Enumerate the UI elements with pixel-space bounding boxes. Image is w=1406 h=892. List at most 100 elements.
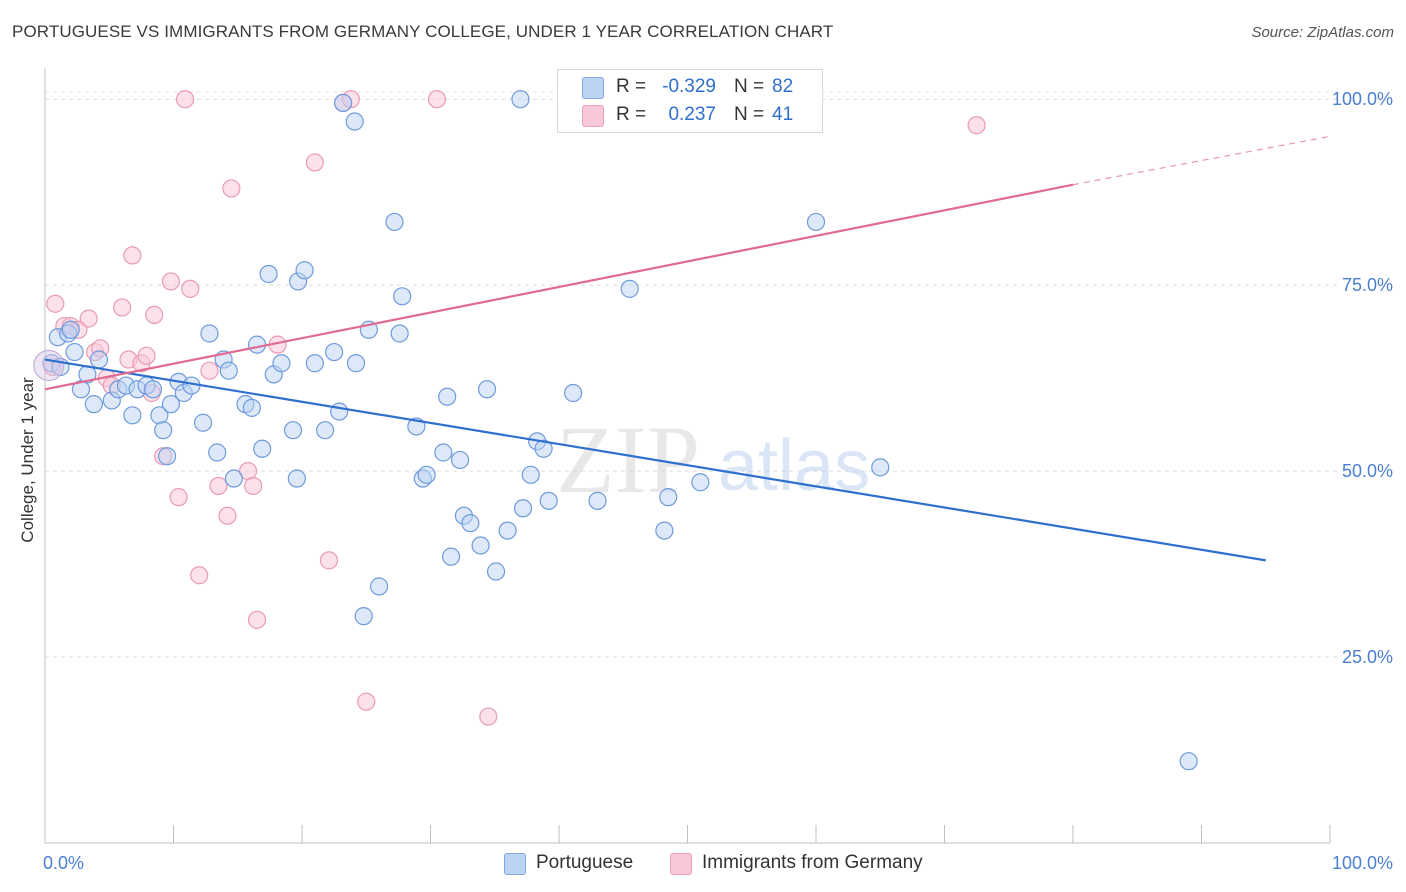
point-portuguese — [477, 380, 497, 399]
point-portuguese — [84, 395, 103, 414]
trend-line-germany-extension — [1072, 135, 1331, 186]
point-portuguese — [219, 361, 238, 380]
point-portuguese — [393, 287, 412, 306]
point-portuguese — [259, 264, 278, 284]
point-portuguese — [370, 577, 389, 596]
y-tick-label: 50.0% — [1342, 461, 1393, 481]
series-label-germany: Immigrants from Germany — [702, 852, 923, 873]
point-portuguese — [659, 488, 678, 507]
point-germany — [200, 361, 219, 380]
point-portuguese — [498, 521, 517, 540]
point-portuguese — [65, 342, 84, 362]
point-germany — [209, 476, 228, 496]
point-portuguese — [200, 324, 219, 343]
point-germany — [222, 179, 241, 198]
y-axis-label: College, Under 1 year — [18, 377, 37, 543]
point-portuguese — [287, 469, 306, 488]
point-cluster — [33, 349, 65, 381]
legend-r-label: R = — [616, 76, 647, 97]
tick-labels: 25.0% 50.0% 75.0% 100.0% 0.0% 100.0% — [43, 89, 1393, 873]
trend-line-portuguese — [44, 358, 1266, 562]
point-portuguese — [434, 443, 453, 462]
point-portuguese — [161, 395, 181, 414]
point-portuguese — [242, 398, 261, 417]
point-portuguese — [438, 387, 457, 406]
point-portuguese — [193, 413, 213, 432]
point-germany — [145, 305, 164, 324]
series-swatch-portuguese — [504, 853, 526, 875]
point-germany — [319, 551, 339, 570]
points-portuguese — [33, 90, 1198, 771]
legend-n-label: N = — [734, 76, 765, 97]
point-portuguese — [325, 342, 344, 362]
point-germany — [247, 610, 267, 629]
point-portuguese — [272, 354, 291, 373]
legend-swatch-germany — [582, 105, 604, 127]
point-germany — [357, 692, 376, 711]
point-germany — [479, 707, 498, 726]
point-germany — [169, 488, 188, 507]
point-portuguese — [208, 443, 227, 462]
point-portuguese — [334, 93, 353, 113]
point-germany — [967, 116, 986, 135]
point-portuguese — [253, 439, 272, 458]
point-portuguese — [441, 547, 461, 566]
point-germany — [79, 309, 98, 328]
stats-legend: R = -0.329 N = 82 R = 0.237 N = 41 — [557, 69, 823, 133]
point-portuguese — [461, 514, 480, 533]
point-portuguese — [417, 465, 436, 484]
point-portuguese — [539, 491, 558, 510]
legend-row-portuguese: R = -0.329 N = 82 — [558, 73, 822, 101]
point-portuguese — [123, 406, 142, 425]
trend-line-germany — [44, 183, 1074, 391]
y-tick-label: 75.0% — [1342, 275, 1393, 295]
point-portuguese — [154, 421, 173, 440]
point-germany — [181, 279, 200, 298]
point-portuguese — [655, 521, 674, 540]
point-germany — [161, 272, 181, 291]
point-portuguese — [513, 499, 533, 518]
series-swatch-germany — [670, 853, 692, 875]
source-label: Source: ZipAtlas.com — [1251, 24, 1394, 41]
point-portuguese — [511, 90, 530, 109]
point-germany — [427, 90, 447, 109]
point-portuguese — [806, 212, 826, 232]
axes — [44, 68, 1331, 844]
point-portuguese — [346, 354, 366, 373]
point-germany — [190, 566, 209, 585]
chart-title: PORTUGUESE VS IMMIGRANTS FROM GERMANY CO… — [12, 22, 834, 41]
point-germany — [112, 298, 132, 317]
point-portuguese — [588, 491, 607, 510]
y-tick-label: 100.0% — [1332, 89, 1393, 109]
point-germany — [175, 90, 195, 109]
point-portuguese — [224, 469, 243, 488]
legend-r-label: R = — [616, 104, 647, 125]
x-tick-label-min: 0.0% — [43, 853, 84, 873]
point-portuguese — [247, 335, 267, 354]
x-tick-label-max: 100.0% — [1332, 853, 1393, 873]
legend-n-value: 41 — [772, 104, 794, 125]
point-portuguese — [1179, 752, 1198, 771]
point-portuguese — [283, 421, 303, 440]
point-portuguese — [157, 447, 177, 466]
legend-n-value: 82 — [772, 76, 794, 97]
point-portuguese — [620, 279, 639, 298]
point-germany — [137, 346, 156, 365]
legend-r-value: 0.237 — [668, 104, 716, 125]
points-germany — [43, 90, 986, 726]
point-portuguese — [89, 350, 109, 369]
point-germany — [305, 153, 324, 172]
point-portuguese — [450, 450, 470, 470]
y-tick-label: 25.0% — [1342, 647, 1393, 667]
point-portuguese — [345, 112, 364, 131]
legend-swatch-portuguese — [582, 77, 604, 99]
point-portuguese — [486, 562, 506, 581]
legend-n-label: N = — [734, 104, 765, 125]
point-portuguese — [385, 212, 404, 232]
series-legend: Portuguese Immigrants from Germany — [0, 852, 1406, 876]
watermark-zip: ZIP — [556, 406, 700, 513]
legend-row-germany: R = 0.237 N = 41 — [558, 101, 822, 129]
point-portuguese — [61, 320, 80, 339]
point-germany — [46, 294, 65, 313]
point-germany — [218, 506, 237, 525]
